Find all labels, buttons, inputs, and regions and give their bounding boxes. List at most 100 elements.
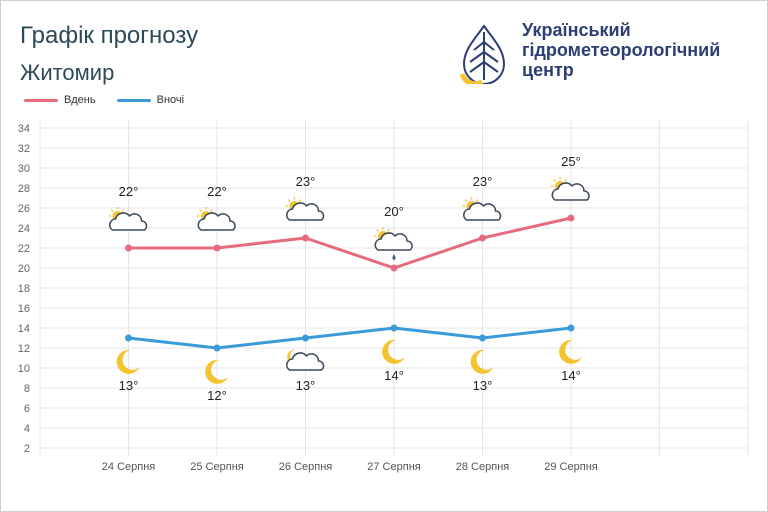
y-tick-label: 22 [18, 243, 30, 255]
y-tick-label: 20 [18, 263, 30, 275]
day-temp-label: 22° [119, 184, 139, 199]
sun-ray [287, 199, 291, 202]
night-temp-label: 14° [561, 368, 581, 383]
cloud-shape [109, 212, 148, 231]
sun-ray [464, 199, 468, 202]
moon-icon [470, 349, 494, 374]
day-point [302, 234, 309, 242]
sun-ray [298, 199, 302, 202]
moon-shape [559, 339, 582, 364]
y-tick-label: 12 [18, 343, 30, 355]
day-temp-label: 23° [296, 174, 316, 189]
night-point [479, 334, 486, 342]
x-tick-label: 25 Серпня [190, 461, 244, 473]
moon-shape [116, 349, 140, 374]
x-tick-label: 24 Серпня [102, 461, 156, 473]
sun-ray [553, 179, 556, 182]
partly-cloudy-icon [197, 207, 236, 231]
cloud-shape [374, 232, 413, 251]
y-tick-label: 26 [18, 203, 30, 215]
y-tick-label: 2 [24, 443, 30, 455]
sun-ray [376, 229, 379, 232]
moon-icon [116, 349, 140, 374]
day-point [213, 244, 221, 252]
sun-ray [199, 209, 202, 212]
y-tick-label: 24 [18, 223, 30, 235]
sun-ray [110, 209, 114, 212]
moon-icon [382, 339, 405, 364]
cloud-shape [286, 202, 325, 221]
night-point [302, 334, 309, 342]
legend-swatch-night [116, 98, 151, 102]
cloud-shape [551, 182, 590, 201]
partly-cloudy-night-icon [286, 349, 325, 371]
partly-cloudy-icon [551, 177, 590, 201]
night-temp-label: 13° [296, 378, 316, 393]
moon-icon [205, 359, 228, 384]
day-point [479, 234, 486, 242]
night-temp-label: 12° [207, 388, 227, 403]
sun-ray [475, 199, 479, 202]
night-temp-label: 13° [119, 378, 139, 393]
day-point [125, 244, 132, 252]
brand-line3: центр [522, 60, 574, 80]
sun-ray [210, 209, 213, 212]
y-tick-label: 16 [18, 303, 30, 315]
legend-label-day: Вдень [64, 94, 96, 106]
rain-cloud-icon [374, 227, 413, 260]
y-tick-label: 32 [18, 143, 30, 155]
y-tick-label: 34 [18, 123, 30, 135]
rain-drop [392, 254, 396, 260]
brand-line2: гідрометеорологічний [522, 40, 721, 60]
legend-label-night: Вночі [156, 94, 185, 106]
day-point [567, 214, 575, 222]
y-tick-label: 14 [18, 323, 30, 335]
x-tick-label: 26 Серпня [279, 461, 333, 473]
day-point [390, 264, 398, 272]
y-tick-label: 18 [18, 283, 30, 295]
day-temp-label: 22° [207, 184, 227, 199]
legend-item-night[interactable]: Вночі [116, 94, 185, 106]
cloud-shape [197, 212, 236, 231]
moon-shape [470, 349, 494, 374]
sun-ray [121, 209, 125, 212]
y-tick-label: 6 [24, 403, 30, 415]
partly-cloudy-icon [108, 207, 148, 231]
page-title: Графік прогнозу [20, 22, 199, 49]
day-series-line [128, 216, 572, 270]
uhmc-logo-icon [460, 24, 506, 84]
sun-ray [387, 229, 390, 232]
day-temp-label: 20° [384, 204, 404, 219]
y-tick-label: 30 [18, 163, 30, 175]
night-temp-label: 14° [384, 368, 404, 383]
moon-shape [205, 359, 228, 384]
x-tick-label: 27 Серпня [367, 461, 421, 473]
day-temp-label: 23° [473, 174, 493, 189]
night-point [567, 324, 575, 332]
legend-swatch-day [24, 98, 58, 102]
night-point [390, 324, 398, 332]
night-temp-label: 13° [473, 378, 493, 393]
brand-block: Український гідрометеорологічний центр [460, 20, 760, 90]
legend-item-day[interactable]: Вдень [24, 94, 96, 106]
y-tick-label: 10 [18, 363, 30, 375]
night-point [125, 334, 132, 342]
y-tick-label: 28 [18, 183, 30, 195]
chart-legend: Вдень Вночі [24, 94, 202, 106]
city-name: Житомир [20, 60, 115, 85]
moon-icon [559, 339, 582, 364]
brand-name: Український гідрометеорологічний центр [522, 20, 720, 80]
night-point [213, 344, 221, 352]
cloud-shape [463, 202, 502, 221]
moon-shape [382, 339, 405, 364]
y-tick-label: 4 [24, 423, 30, 435]
partly-cloudy-icon [285, 197, 325, 221]
cloud-shape [286, 352, 325, 371]
x-tick-label: 28 Серпня [456, 461, 510, 473]
night-series-line [128, 326, 572, 350]
partly-cloudy-icon [462, 197, 502, 221]
y-tick-label: 8 [24, 383, 30, 395]
day-temp-label: 25° [561, 154, 581, 169]
sun-ray [564, 179, 567, 182]
